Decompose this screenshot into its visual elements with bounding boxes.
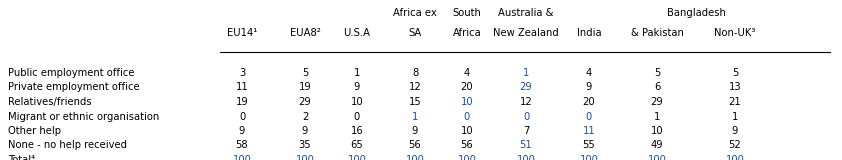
Text: Public employment office: Public employment office bbox=[8, 68, 135, 78]
Text: South: South bbox=[452, 8, 482, 18]
Text: India: India bbox=[577, 28, 601, 38]
Text: Africa ex: Africa ex bbox=[393, 8, 437, 18]
Text: None - no help received: None - no help received bbox=[8, 140, 127, 151]
Text: New Zealand: New Zealand bbox=[493, 28, 559, 38]
Text: U.S.A: U.S.A bbox=[344, 28, 370, 38]
Text: 1: 1 bbox=[653, 112, 660, 121]
Text: SA: SA bbox=[408, 28, 422, 38]
Text: 6: 6 bbox=[653, 83, 660, 92]
Text: 9: 9 bbox=[354, 83, 360, 92]
Text: 3: 3 bbox=[239, 68, 245, 78]
Text: 15: 15 bbox=[408, 97, 421, 107]
Text: 4: 4 bbox=[586, 68, 592, 78]
Text: 8: 8 bbox=[412, 68, 418, 78]
Text: 29: 29 bbox=[520, 83, 532, 92]
Text: 16: 16 bbox=[350, 126, 364, 136]
Text: 11: 11 bbox=[236, 83, 248, 92]
Text: 0: 0 bbox=[523, 112, 529, 121]
Text: Relatives/friends: Relatives/friends bbox=[8, 97, 92, 107]
Text: 10: 10 bbox=[350, 97, 363, 107]
Text: 9: 9 bbox=[301, 126, 308, 136]
Text: 0: 0 bbox=[586, 112, 592, 121]
Text: 35: 35 bbox=[299, 140, 312, 151]
Text: 100: 100 bbox=[348, 155, 366, 160]
Text: Non-UK³: Non-UK³ bbox=[714, 28, 755, 38]
Text: Africa: Africa bbox=[453, 28, 482, 38]
Text: 1: 1 bbox=[354, 68, 360, 78]
Text: Other help: Other help bbox=[8, 126, 61, 136]
Text: 21: 21 bbox=[728, 97, 741, 107]
Text: Bangladesh: Bangladesh bbox=[667, 8, 726, 18]
Text: 100: 100 bbox=[726, 155, 744, 160]
Text: EU14¹: EU14¹ bbox=[226, 28, 257, 38]
Text: 100: 100 bbox=[232, 155, 252, 160]
Text: 7: 7 bbox=[523, 126, 529, 136]
Text: 100: 100 bbox=[579, 155, 599, 160]
Text: 29: 29 bbox=[651, 97, 663, 107]
Text: 55: 55 bbox=[583, 140, 595, 151]
Text: 0: 0 bbox=[239, 112, 245, 121]
Text: 2: 2 bbox=[301, 112, 308, 121]
Text: 20: 20 bbox=[461, 83, 473, 92]
Text: 49: 49 bbox=[651, 140, 663, 151]
Text: 52: 52 bbox=[728, 140, 741, 151]
Text: 100: 100 bbox=[457, 155, 477, 160]
Text: 5: 5 bbox=[732, 68, 738, 78]
Text: 29: 29 bbox=[299, 97, 312, 107]
Text: 0: 0 bbox=[464, 112, 470, 121]
Text: 1: 1 bbox=[412, 112, 418, 121]
Text: & Pakistan: & Pakistan bbox=[631, 28, 684, 38]
Text: 11: 11 bbox=[583, 126, 595, 136]
Text: EUA8²: EUA8² bbox=[290, 28, 320, 38]
Text: 58: 58 bbox=[236, 140, 248, 151]
Text: 1: 1 bbox=[523, 68, 529, 78]
Text: 51: 51 bbox=[520, 140, 532, 151]
Text: 56: 56 bbox=[408, 140, 421, 151]
Text: 56: 56 bbox=[461, 140, 473, 151]
Text: 1: 1 bbox=[732, 112, 738, 121]
Text: Total⁴: Total⁴ bbox=[8, 155, 35, 160]
Text: 19: 19 bbox=[236, 97, 248, 107]
Text: 12: 12 bbox=[408, 83, 421, 92]
Text: 5: 5 bbox=[301, 68, 308, 78]
Text: Private employment office: Private employment office bbox=[8, 83, 140, 92]
Text: 5: 5 bbox=[653, 68, 660, 78]
Text: 19: 19 bbox=[299, 83, 312, 92]
Text: Australia &: Australia & bbox=[498, 8, 554, 18]
Text: 100: 100 bbox=[647, 155, 666, 160]
Text: 100: 100 bbox=[516, 155, 536, 160]
Text: Migrant or ethnic organisation: Migrant or ethnic organisation bbox=[8, 112, 159, 121]
Text: 100: 100 bbox=[296, 155, 314, 160]
Text: 9: 9 bbox=[732, 126, 738, 136]
Text: 100: 100 bbox=[406, 155, 424, 160]
Text: 10: 10 bbox=[461, 97, 473, 107]
Text: 9: 9 bbox=[586, 83, 592, 92]
Text: 9: 9 bbox=[412, 126, 418, 136]
Text: 12: 12 bbox=[520, 97, 532, 107]
Text: 20: 20 bbox=[583, 97, 595, 107]
Text: 0: 0 bbox=[354, 112, 360, 121]
Text: 65: 65 bbox=[350, 140, 364, 151]
Text: 10: 10 bbox=[651, 126, 663, 136]
Text: 10: 10 bbox=[461, 126, 473, 136]
Text: 13: 13 bbox=[728, 83, 741, 92]
Text: 4: 4 bbox=[464, 68, 470, 78]
Text: 9: 9 bbox=[239, 126, 245, 136]
